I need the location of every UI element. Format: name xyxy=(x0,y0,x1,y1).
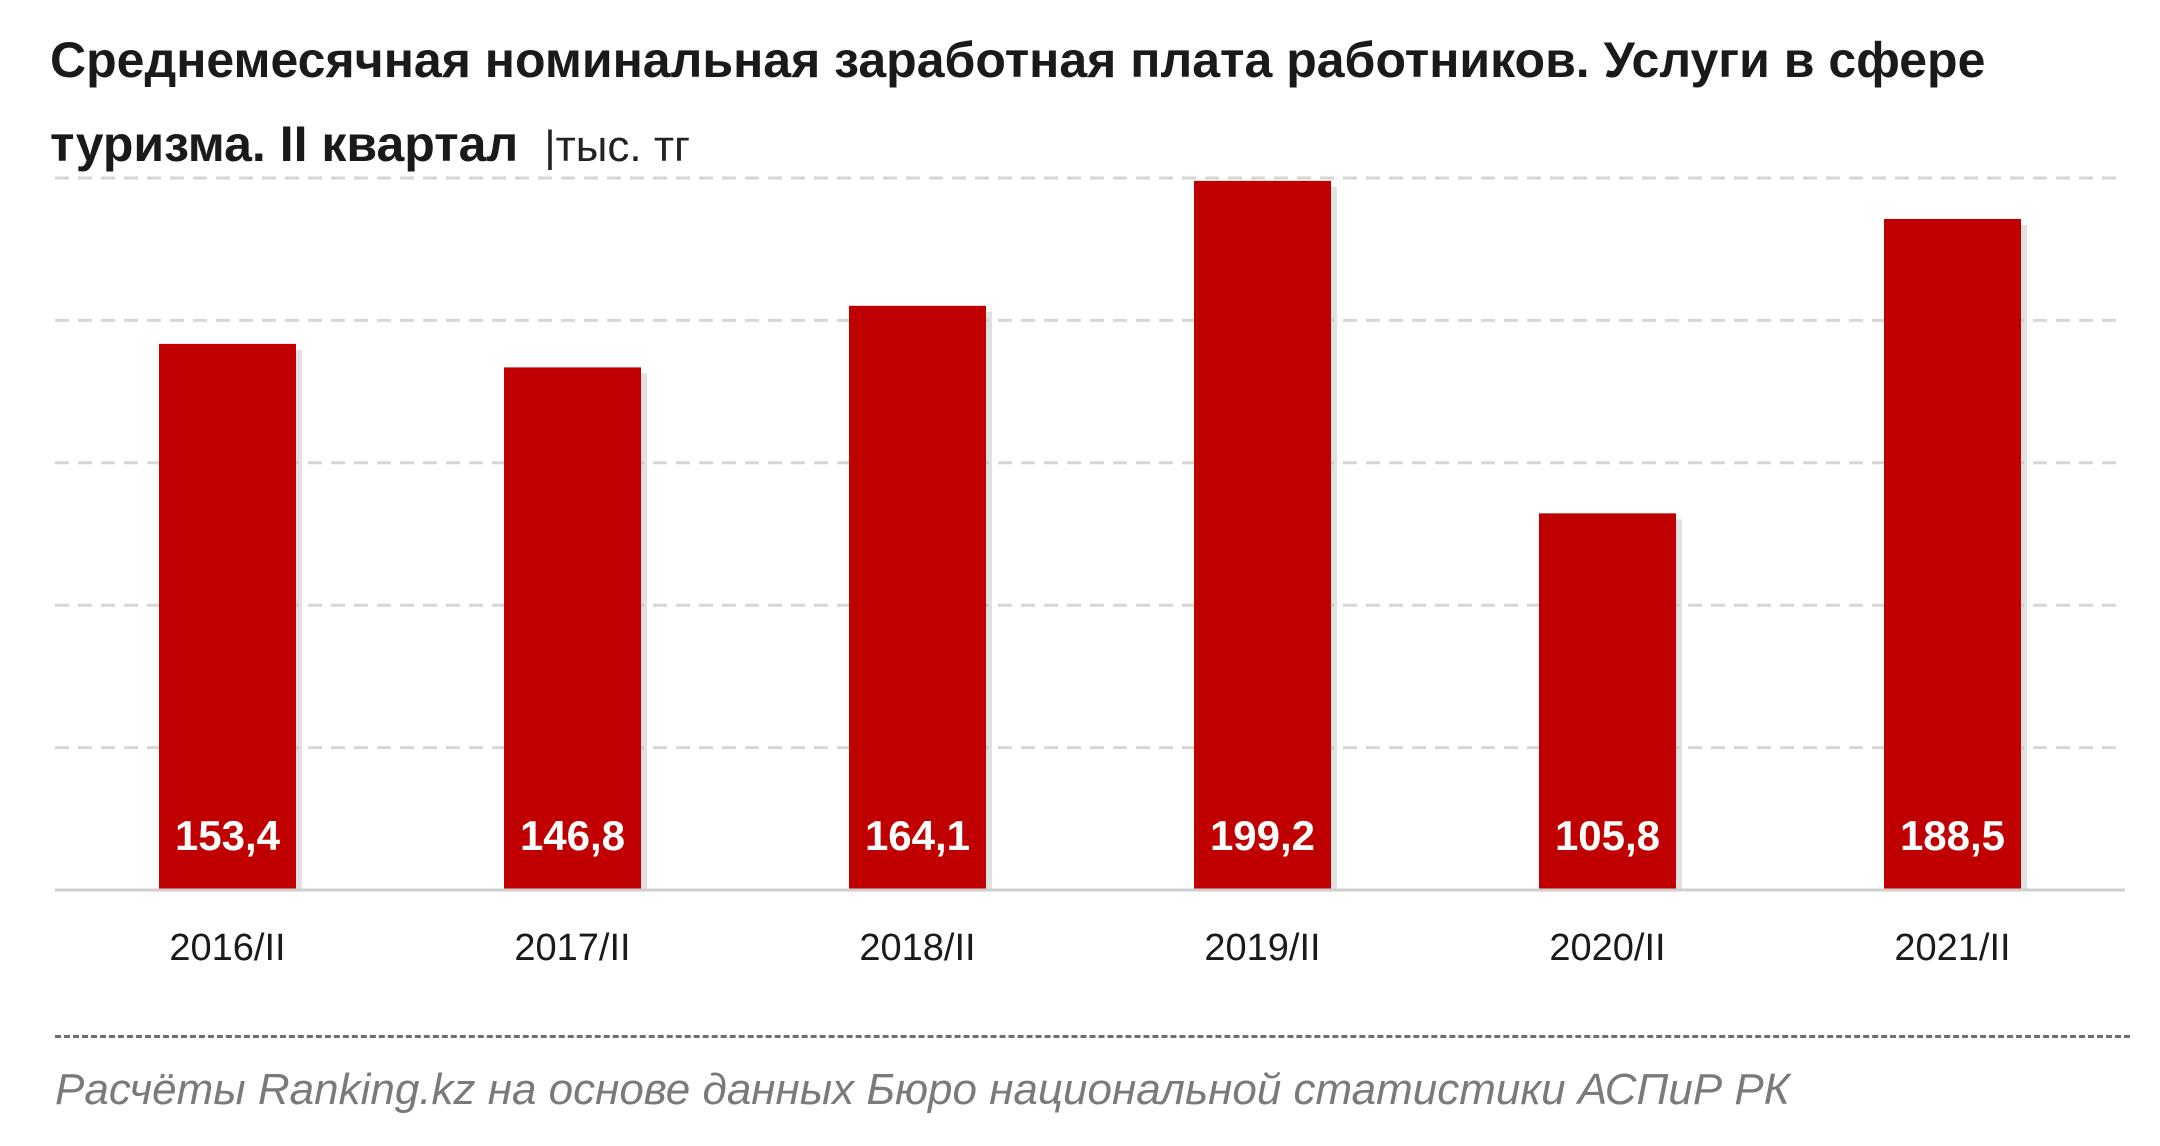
bar-2017/II xyxy=(504,367,641,891)
data-label: 146,8 xyxy=(520,812,625,859)
data-label: 153,4 xyxy=(175,812,281,859)
x-tick-label: 2017/II xyxy=(514,927,630,969)
x-tick-label: 2020/II xyxy=(1549,927,1665,969)
data-label: 105,8 xyxy=(1555,812,1660,859)
bar-2018/II xyxy=(849,305,986,891)
x-tick-label: 2018/II xyxy=(859,927,975,969)
x-axis-labels: 2016/II 2017/II 2018/II 2019/II 2020/II 2021/… xyxy=(169,927,2010,969)
chart-title: Среднемесячная номинальная заработная пл… xyxy=(50,18,2110,189)
bar-2020/II xyxy=(1539,513,1676,890)
bar-2021/II xyxy=(1884,218,2021,890)
data-label: 164,1 xyxy=(865,812,970,859)
bar-2016/II xyxy=(159,343,296,890)
data-label: 199,2 xyxy=(1210,812,1315,859)
source-divider xyxy=(55,1035,2130,1038)
bars: 153,4 146,8 164,1 199,2 105,8 188,5 xyxy=(159,180,2027,891)
bar-2019/II xyxy=(1194,180,1331,890)
gridlines xyxy=(55,176,2125,750)
x-tick-label: 2019/II xyxy=(1204,927,1320,969)
data-label: 188,5 xyxy=(1900,812,2005,859)
x-tick-label: 2021/II xyxy=(1894,927,2010,969)
chart-unit: |тыс. тг xyxy=(544,122,691,171)
chart-title-text: Среднемесячная номинальная заработная пл… xyxy=(50,32,1986,172)
source-note: Расчёты Ranking.kz на основе данных Бюро… xyxy=(55,1065,1790,1114)
x-tick-label: 2016/II xyxy=(169,927,285,969)
